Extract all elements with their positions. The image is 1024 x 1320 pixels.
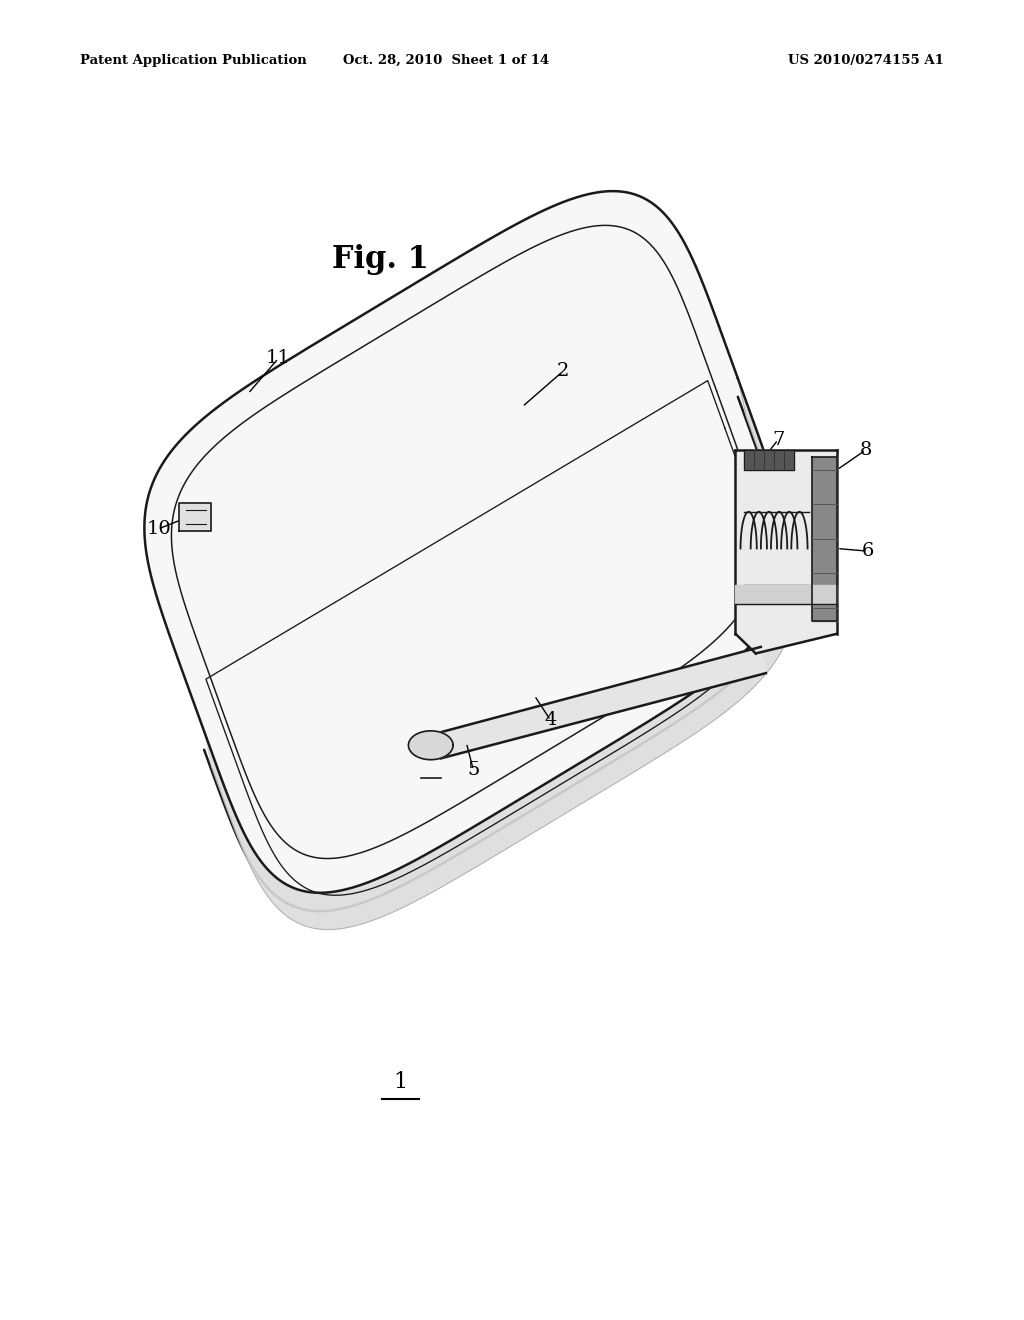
Text: 5: 5	[467, 762, 479, 779]
Text: 10: 10	[146, 520, 171, 537]
Text: US 2010/0274155 A1: US 2010/0274155 A1	[787, 54, 944, 67]
Polygon shape	[179, 503, 211, 532]
Text: 11: 11	[266, 350, 291, 367]
Text: 6: 6	[861, 543, 873, 560]
Text: Oct. 28, 2010  Sheet 1 of 14: Oct. 28, 2010 Sheet 1 of 14	[343, 54, 549, 67]
Text: Fig. 1: Fig. 1	[332, 244, 428, 276]
Polygon shape	[144, 191, 788, 892]
Text: 8: 8	[859, 441, 871, 459]
Text: 9: 9	[793, 611, 805, 630]
Text: Patent Application Publication: Patent Application Publication	[80, 54, 307, 67]
Text: 1: 1	[393, 1072, 408, 1093]
Polygon shape	[812, 457, 837, 620]
Text: 7: 7	[772, 430, 784, 449]
Text: 4: 4	[545, 711, 557, 730]
Polygon shape	[743, 450, 795, 470]
Polygon shape	[204, 379, 797, 929]
Polygon shape	[409, 731, 453, 760]
Text: 2: 2	[557, 363, 569, 380]
Polygon shape	[735, 450, 837, 653]
Polygon shape	[441, 647, 766, 759]
Polygon shape	[735, 585, 837, 603]
